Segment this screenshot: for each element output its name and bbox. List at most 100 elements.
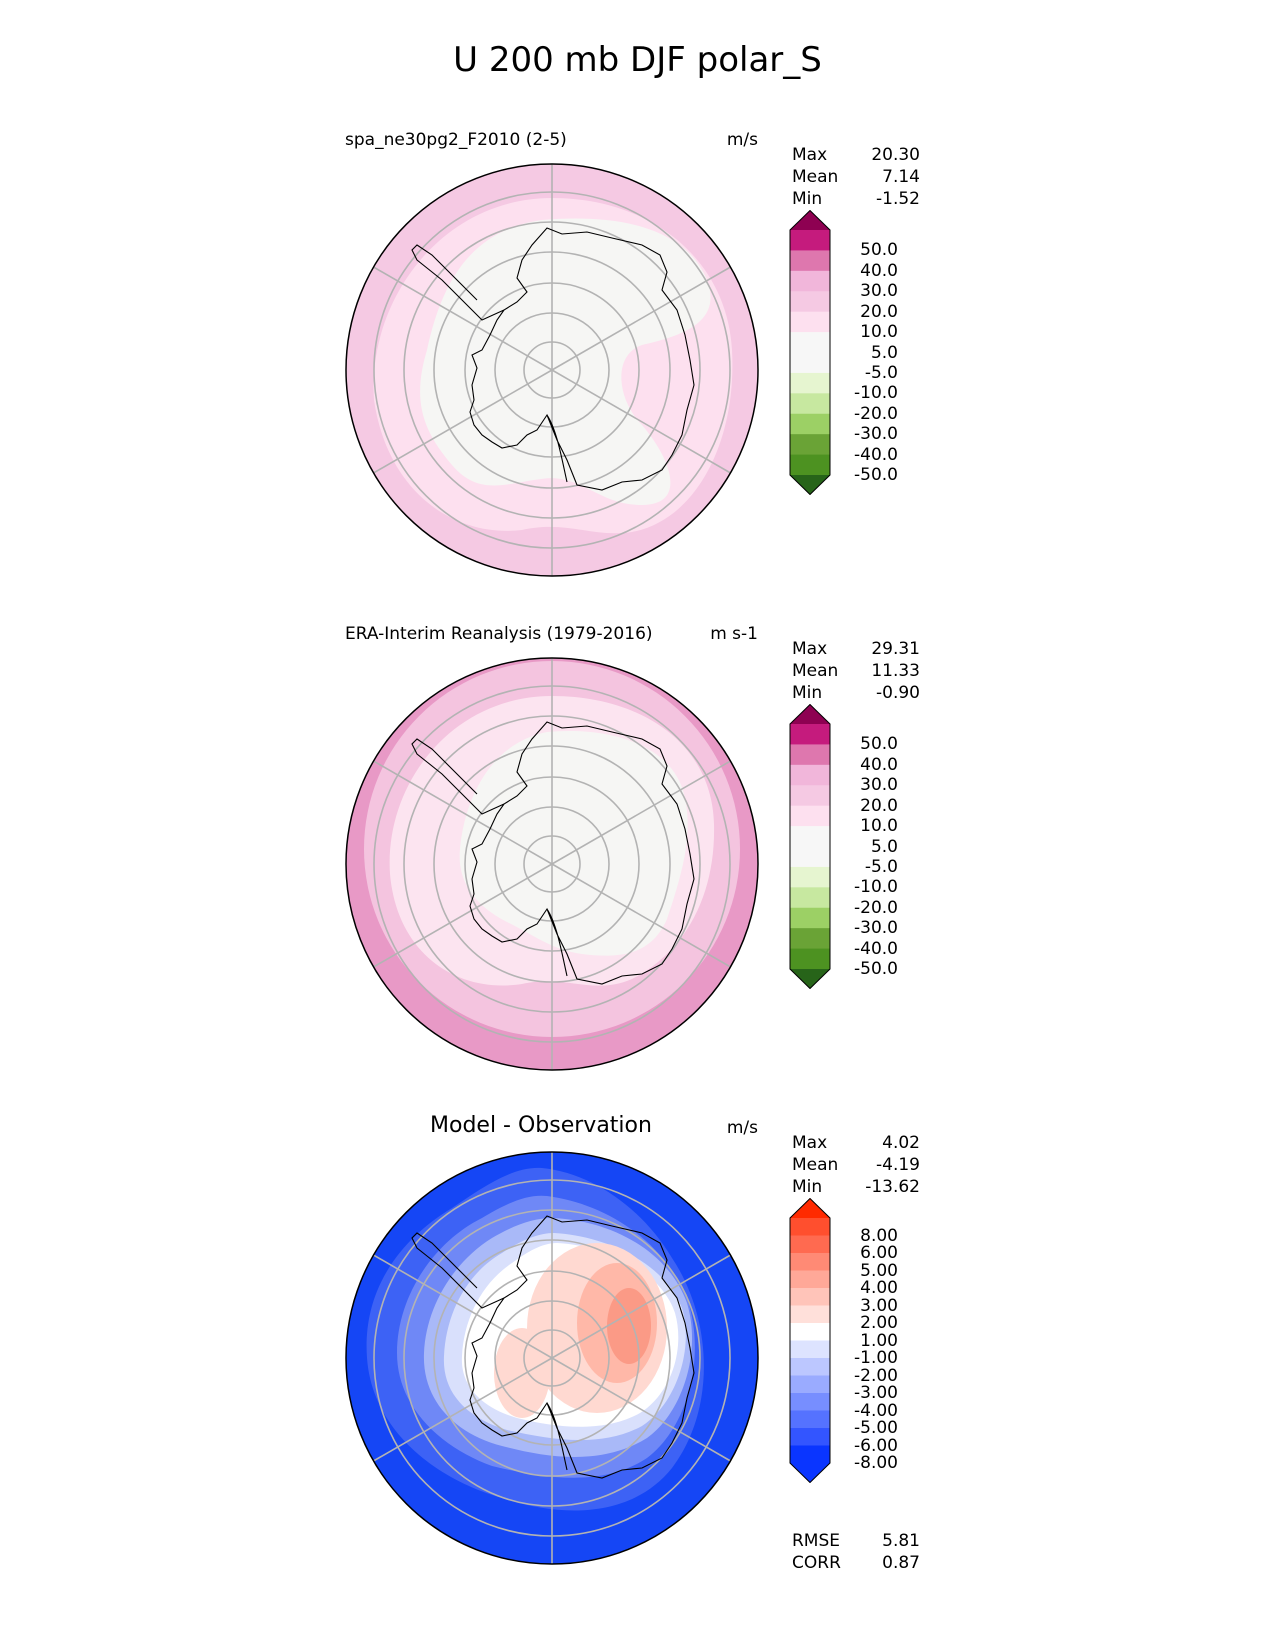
panel-obs: ERA-Interim Reanalysis (1979-2016) m s-1…	[0, 624, 1275, 1114]
stat-mean-value: -4.19	[876, 1155, 920, 1175]
stat-max-value: 4.02	[882, 1133, 920, 1153]
colorbar-segment	[790, 1375, 830, 1394]
stat-mean-value: 7.14	[882, 167, 920, 187]
colorbar-tick-label: -1.00	[854, 1348, 898, 1368]
antarctica-coastline	[411, 721, 695, 985]
colorbar-tick-label: 10.0	[860, 816, 898, 837]
stat-mean-label: Mean	[792, 167, 839, 187]
colorbar-tick-label: -20.0	[854, 403, 898, 424]
colorbar-tick-label: -8.00	[854, 1453, 898, 1473]
colorbar-tick-label: 20.0	[860, 301, 898, 322]
colorbar-tick-label: -10.0	[854, 877, 898, 898]
colorbar-tick-label: -50.0	[854, 465, 898, 485]
panel-title: ERA-Interim Reanalysis (1979-2016)	[345, 624, 653, 644]
colorbar-tick-label: -40.0	[854, 938, 898, 959]
colorbar-extend-min	[790, 1463, 830, 1483]
colorbar-segment	[790, 1253, 830, 1271]
metric-rmse-value: 5.81	[882, 1531, 920, 1551]
stat-min-label: Min	[792, 683, 823, 703]
colorbar-outline	[789, 210, 831, 495]
colorbar-segment	[790, 826, 830, 847]
colorbar-tick-label: -3.00	[854, 1383, 898, 1403]
colorbar-segment	[790, 928, 830, 950]
colorbar-segment	[790, 785, 830, 807]
stat-max-label: Max	[792, 1133, 828, 1153]
colorbar-tick-label: -6.00	[854, 1435, 898, 1456]
colorbar-tick-label: 5.0	[870, 836, 898, 857]
colorbar	[789, 1198, 831, 1483]
colorbar-tick-label: 6.00	[860, 1243, 898, 1263]
colorbar-tick-label: -5.0	[864, 362, 898, 383]
colorbar-tick-label: 8.00	[860, 1225, 898, 1246]
stat-min-value: -1.52	[876, 189, 920, 209]
colorbar-segment	[790, 250, 830, 272]
stat-min-label: Min	[792, 1177, 823, 1197]
colorbar-tick-label: 2.00	[860, 1313, 898, 1333]
colorbar-tick-label: 30.0	[860, 281, 898, 302]
antarctica-coastline	[411, 227, 695, 491]
colorbar-segment	[790, 1358, 830, 1376]
colorbar-tick-label: 3.00	[860, 1295, 898, 1316]
panel-title: spa_ne30pg2_F2010 (2-5)	[345, 130, 567, 150]
colorbar-tick-label: -30.0	[854, 918, 898, 939]
colorbar-tick-label: -40.0	[854, 444, 898, 465]
metric-corr-label: CORR	[792, 1553, 841, 1573]
colorbar-tick-label: 40.0	[860, 260, 898, 281]
figure-title: U 200 mb DJF polar_S	[453, 40, 822, 80]
colorbar-tick-label: -5.00	[854, 1418, 898, 1438]
metric-corr-value: 0.87	[882, 1553, 920, 1573]
panel-diff: Model - Observation m/s Max 4.02 Mean -4.1…	[0, 1113, 1275, 1618]
lat-lon-grid	[369, 164, 735, 576]
colorbar-tick-label: -20.0	[854, 897, 898, 918]
colorbar-extend-min	[790, 475, 830, 495]
colorbar-segment	[790, 413, 830, 435]
colorbar-segment	[790, 332, 830, 353]
colorbar-segment	[790, 1410, 830, 1429]
stats-box: Max 29.31 Mean 11.33 Min -0.90	[792, 638, 920, 704]
stat-min-value: -13.62	[865, 1177, 920, 1197]
stat-min-value: -0.90	[876, 683, 920, 703]
stat-max-value: 20.30	[871, 145, 920, 165]
units-label: m/s	[726, 1118, 758, 1138]
colorbar-tick-label: -5.0	[864, 856, 898, 877]
colorbar-segment	[790, 1323, 830, 1341]
stat-min-label: Min	[792, 189, 823, 209]
colorbar-segment	[790, 887, 830, 909]
colorbar-segment	[790, 1270, 830, 1289]
colorbar-segment	[790, 846, 830, 868]
colorbar-outline	[789, 704, 831, 989]
colorbar-tick-label: 4.00	[860, 1278, 898, 1298]
colorbar-segment	[790, 1340, 830, 1359]
colorbar-tick-label: -30.0	[854, 424, 898, 445]
colorbar-segment	[790, 454, 830, 476]
colorbar-segment	[790, 1288, 830, 1306]
colorbar-segment	[790, 434, 830, 456]
colorbar-tick-label: 10.0	[860, 322, 898, 343]
panel-title: Model - Observation	[430, 1113, 652, 1138]
panel-model: spa_ne30pg2_F2010 (2-5) m/s Max 20.30 Mea…	[0, 130, 1275, 620]
colorbar-segment	[790, 393, 830, 415]
colorbar-segment	[790, 1235, 830, 1254]
colorbar-tick-label: -50.0	[854, 959, 898, 979]
colorbar-segment	[790, 866, 830, 888]
colorbar-segment	[790, 291, 830, 313]
metric-rmse-label: RMSE	[792, 1531, 841, 1551]
colorbar	[789, 704, 831, 989]
colorbar-segment	[790, 372, 830, 394]
colorbar-tick-label: 40.0	[860, 754, 898, 775]
stat-max-label: Max	[792, 145, 828, 165]
colorbar-segment	[790, 907, 830, 929]
colorbar-segment	[790, 1218, 830, 1236]
units-label: m s-1	[710, 624, 758, 644]
colorbar-tick-label: 50.0	[860, 734, 898, 755]
colorbar-extend-min	[790, 969, 830, 989]
colorbar-tick-label: 5.0	[870, 342, 898, 363]
colorbar-segment	[790, 805, 830, 827]
colorbar-outline	[789, 1198, 831, 1483]
units-label: m/s	[726, 130, 758, 150]
polar-map	[345, 163, 759, 577]
colorbar-extend-max	[790, 210, 830, 230]
stat-mean-value: 11.33	[871, 661, 920, 681]
polar-map	[345, 657, 759, 1071]
field-pos3	[607, 1288, 651, 1364]
